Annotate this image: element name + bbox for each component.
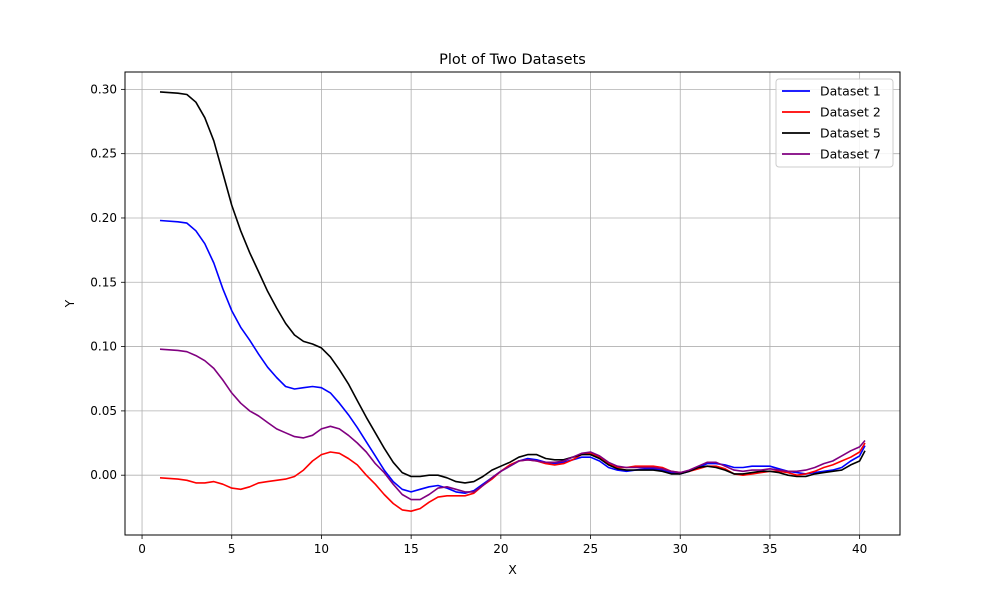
- legend-label-dataset-5: Dataset 5: [820, 126, 881, 141]
- y-tick-label: 0.15: [90, 275, 117, 289]
- series-lines: [159, 91, 866, 513]
- x-tick-label: 5: [228, 542, 236, 556]
- series-line-dataset-5: [159, 91, 866, 484]
- axis-ticks: 0 5 10 15 20 25 30 35 40 0.00 0.05 0.10 0.15 0.20 0.25…: [90, 82, 867, 556]
- y-tick-label: 0.00: [90, 468, 117, 482]
- y-tick-label: 0.20: [90, 211, 117, 225]
- y-tick-label: 0.10: [90, 340, 117, 354]
- series-line-dataset-7: [159, 348, 866, 501]
- y-tick-label: 0.25: [90, 147, 117, 161]
- x-tick-label: 0: [138, 542, 146, 556]
- y-tick-label: 0.05: [90, 404, 117, 418]
- legend: Dataset 1 Dataset 2 Dataset 5 Dataset 7: [775, 78, 894, 168]
- plot-frame: [124, 71, 901, 536]
- x-tick-label: 40: [852, 542, 867, 556]
- x-tick-label: 15: [403, 542, 418, 556]
- legend-label-dataset-7: Dataset 7: [820, 147, 881, 162]
- legend-box: [775, 78, 894, 168]
- x-axis-label: X: [508, 562, 517, 577]
- y-tick-label: 0.30: [90, 82, 117, 96]
- x-tick-label: 25: [583, 542, 598, 556]
- legend-label-dataset-1: Dataset 1: [820, 84, 881, 99]
- x-tick-label: 35: [762, 542, 777, 556]
- y-axis-label: Y: [62, 299, 77, 308]
- chart-title: Plot of Two Datasets: [439, 52, 586, 68]
- legend-label-dataset-2: Dataset 2: [820, 105, 881, 120]
- x-tick-label: 10: [314, 542, 329, 556]
- x-tick-label: 30: [673, 542, 688, 556]
- x-tick-label: 20: [493, 542, 508, 556]
